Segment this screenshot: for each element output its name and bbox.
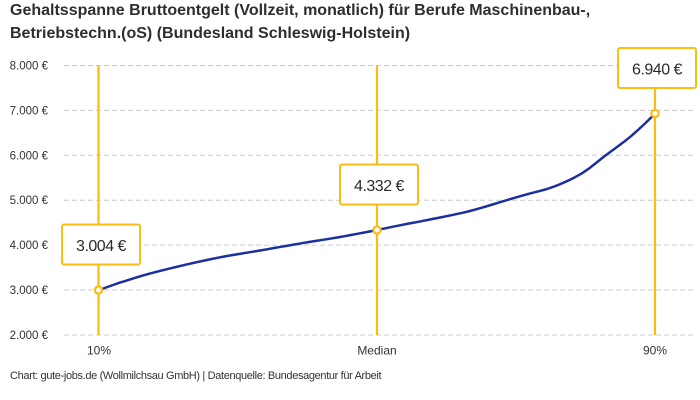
svg-text:10%: 10% [87,344,111,358]
svg-text:3.004 €: 3.004 € [76,238,126,255]
svg-text:5.000 €: 5.000 € [10,195,49,207]
svg-text:4.000 €: 4.000 € [10,240,49,252]
svg-text:4.332 €: 4.332 € [354,178,404,195]
svg-text:2.000 €: 2.000 € [10,330,49,342]
svg-text:90%: 90% [643,344,667,358]
svg-text:3.000 €: 3.000 € [10,285,49,297]
svg-text:8.000 €: 8.000 € [10,61,49,73]
svg-text:6.000 €: 6.000 € [10,150,49,162]
svg-text:6.940 €: 6.940 € [632,62,682,79]
svg-text:7.000 €: 7.000 € [10,105,49,117]
svg-text:Median: Median [357,344,396,358]
